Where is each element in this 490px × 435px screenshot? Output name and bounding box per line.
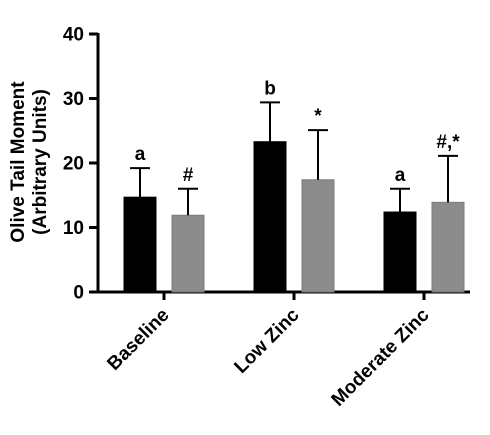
y-tick-label: 10 [63, 218, 84, 239]
y-tick-label: 20 [63, 154, 84, 175]
x-tick-label: Moderate Zinc [328, 304, 434, 410]
bar [383, 211, 417, 293]
bar-annotation: b [264, 78, 276, 99]
x-tick-labels: Baseline Low Zinc Moderate Zinc [103, 304, 433, 410]
y-tick-label: 40 [63, 25, 84, 46]
bar-annotation: # [183, 165, 194, 186]
bar [171, 214, 205, 293]
bar [431, 201, 465, 293]
y-axis-label: Olive Tail Moment (Arbitrary Units) [8, 81, 51, 243]
bar-annotation: #,* [436, 132, 460, 153]
y-tick-label: 30 [63, 89, 84, 110]
bar-annotation: a [135, 144, 146, 165]
bar [123, 196, 157, 293]
y-axis-label-line: Olive Tail Moment [8, 81, 29, 243]
bar [301, 179, 335, 293]
x-tick-label: Low Zinc [230, 304, 303, 377]
y-tick-label: 0 [73, 283, 84, 304]
bar-annotation: a [395, 165, 406, 186]
bar-annotation: * [314, 106, 322, 127]
y-ticks: 0 10 20 30 40 [63, 25, 98, 304]
bar-annotations: a b a # * #,* [135, 78, 461, 185]
bars [123, 141, 465, 293]
bar [253, 141, 287, 293]
y-axis-label-line: (Arbitrary Units) [30, 89, 51, 235]
error-bars [130, 101, 458, 216]
x-tick-label: Baseline [103, 305, 173, 375]
